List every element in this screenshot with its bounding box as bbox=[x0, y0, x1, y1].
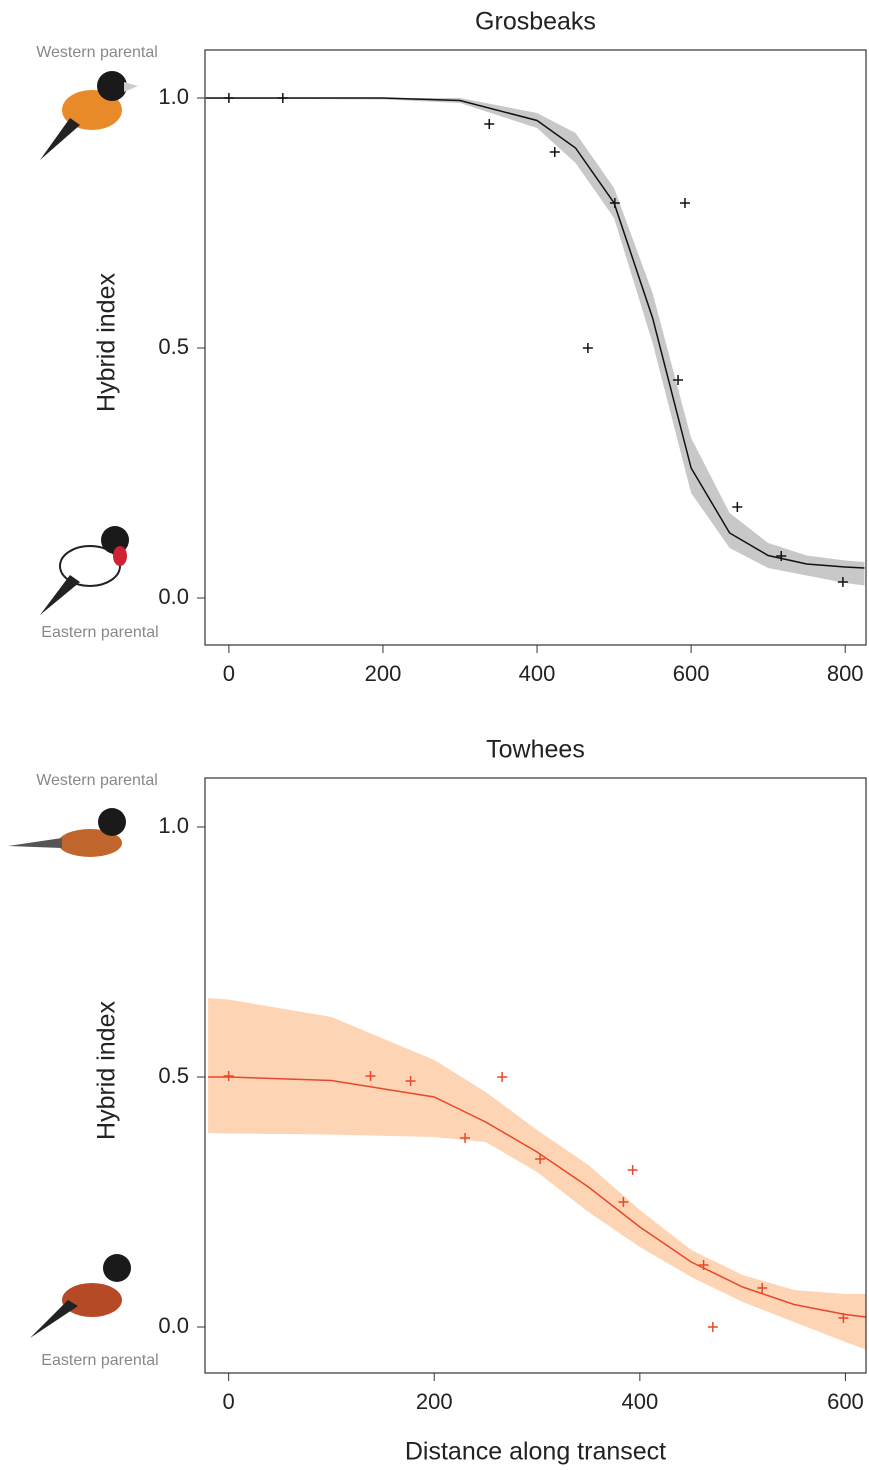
chart-title: Grosbeaks bbox=[475, 8, 596, 36]
data-point bbox=[627, 1165, 638, 1175]
data-point bbox=[679, 198, 690, 208]
y-tick-label: 0.0 bbox=[158, 584, 189, 609]
bird-illustration bbox=[8, 71, 138, 1338]
data-point bbox=[618, 1197, 629, 1207]
data-point bbox=[277, 93, 288, 103]
y-tick-label: 0.0 bbox=[158, 1313, 189, 1338]
data-point bbox=[838, 1313, 849, 1323]
y-tick-label: 0.5 bbox=[158, 334, 189, 359]
x-tick-label: 0 bbox=[223, 1389, 235, 1414]
x-tick-label: 400 bbox=[621, 1389, 658, 1414]
data-point bbox=[707, 1322, 718, 1332]
annotation: Western parental bbox=[36, 44, 158, 61]
data-point bbox=[535, 1154, 546, 1164]
data-point bbox=[582, 343, 593, 353]
data-point bbox=[732, 502, 743, 512]
x-axis-label: Distance along transect bbox=[405, 1438, 666, 1466]
data-point bbox=[223, 93, 234, 103]
x-tick-label: 200 bbox=[416, 1389, 453, 1414]
data-point bbox=[609, 198, 620, 208]
data-point bbox=[757, 1283, 768, 1293]
data-point bbox=[776, 551, 787, 561]
x-tick-label: 200 bbox=[365, 661, 402, 686]
plot-frame bbox=[204, 777, 867, 1374]
x-tick-label: 600 bbox=[673, 661, 710, 686]
y-axis-label: Hybrid index bbox=[93, 273, 121, 412]
fit-line bbox=[205, 97, 865, 569]
data-point bbox=[460, 1133, 471, 1143]
y-tick-label: 0.5 bbox=[158, 1063, 189, 1088]
data-point bbox=[837, 577, 848, 587]
chart-title: Towhees bbox=[486, 736, 585, 764]
data-point bbox=[698, 1260, 709, 1270]
annotation: Eastern parental bbox=[41, 624, 158, 641]
annotation: Western parental bbox=[36, 772, 158, 789]
data-point bbox=[497, 1072, 508, 1082]
data-point bbox=[405, 1076, 416, 1086]
y-tick-label: 1.0 bbox=[158, 813, 189, 838]
fit-line bbox=[208, 1076, 867, 1318]
confidence-band bbox=[208, 998, 866, 1350]
annotation: Eastern parental bbox=[41, 1352, 158, 1369]
x-tick-label: 600 bbox=[827, 1389, 864, 1414]
data-point bbox=[365, 1071, 376, 1081]
y-tick-label: 1.0 bbox=[158, 84, 189, 109]
y-axis-label: Hybrid index bbox=[93, 1001, 121, 1140]
data-point bbox=[484, 119, 495, 129]
x-tick-label: 400 bbox=[519, 661, 556, 686]
data-point bbox=[549, 147, 560, 157]
data-point bbox=[223, 1071, 234, 1081]
x-tick-label: 0 bbox=[223, 661, 235, 686]
data-point bbox=[673, 375, 684, 385]
x-tick-label: 800 bbox=[827, 661, 864, 686]
confidence-band bbox=[205, 98, 865, 586]
